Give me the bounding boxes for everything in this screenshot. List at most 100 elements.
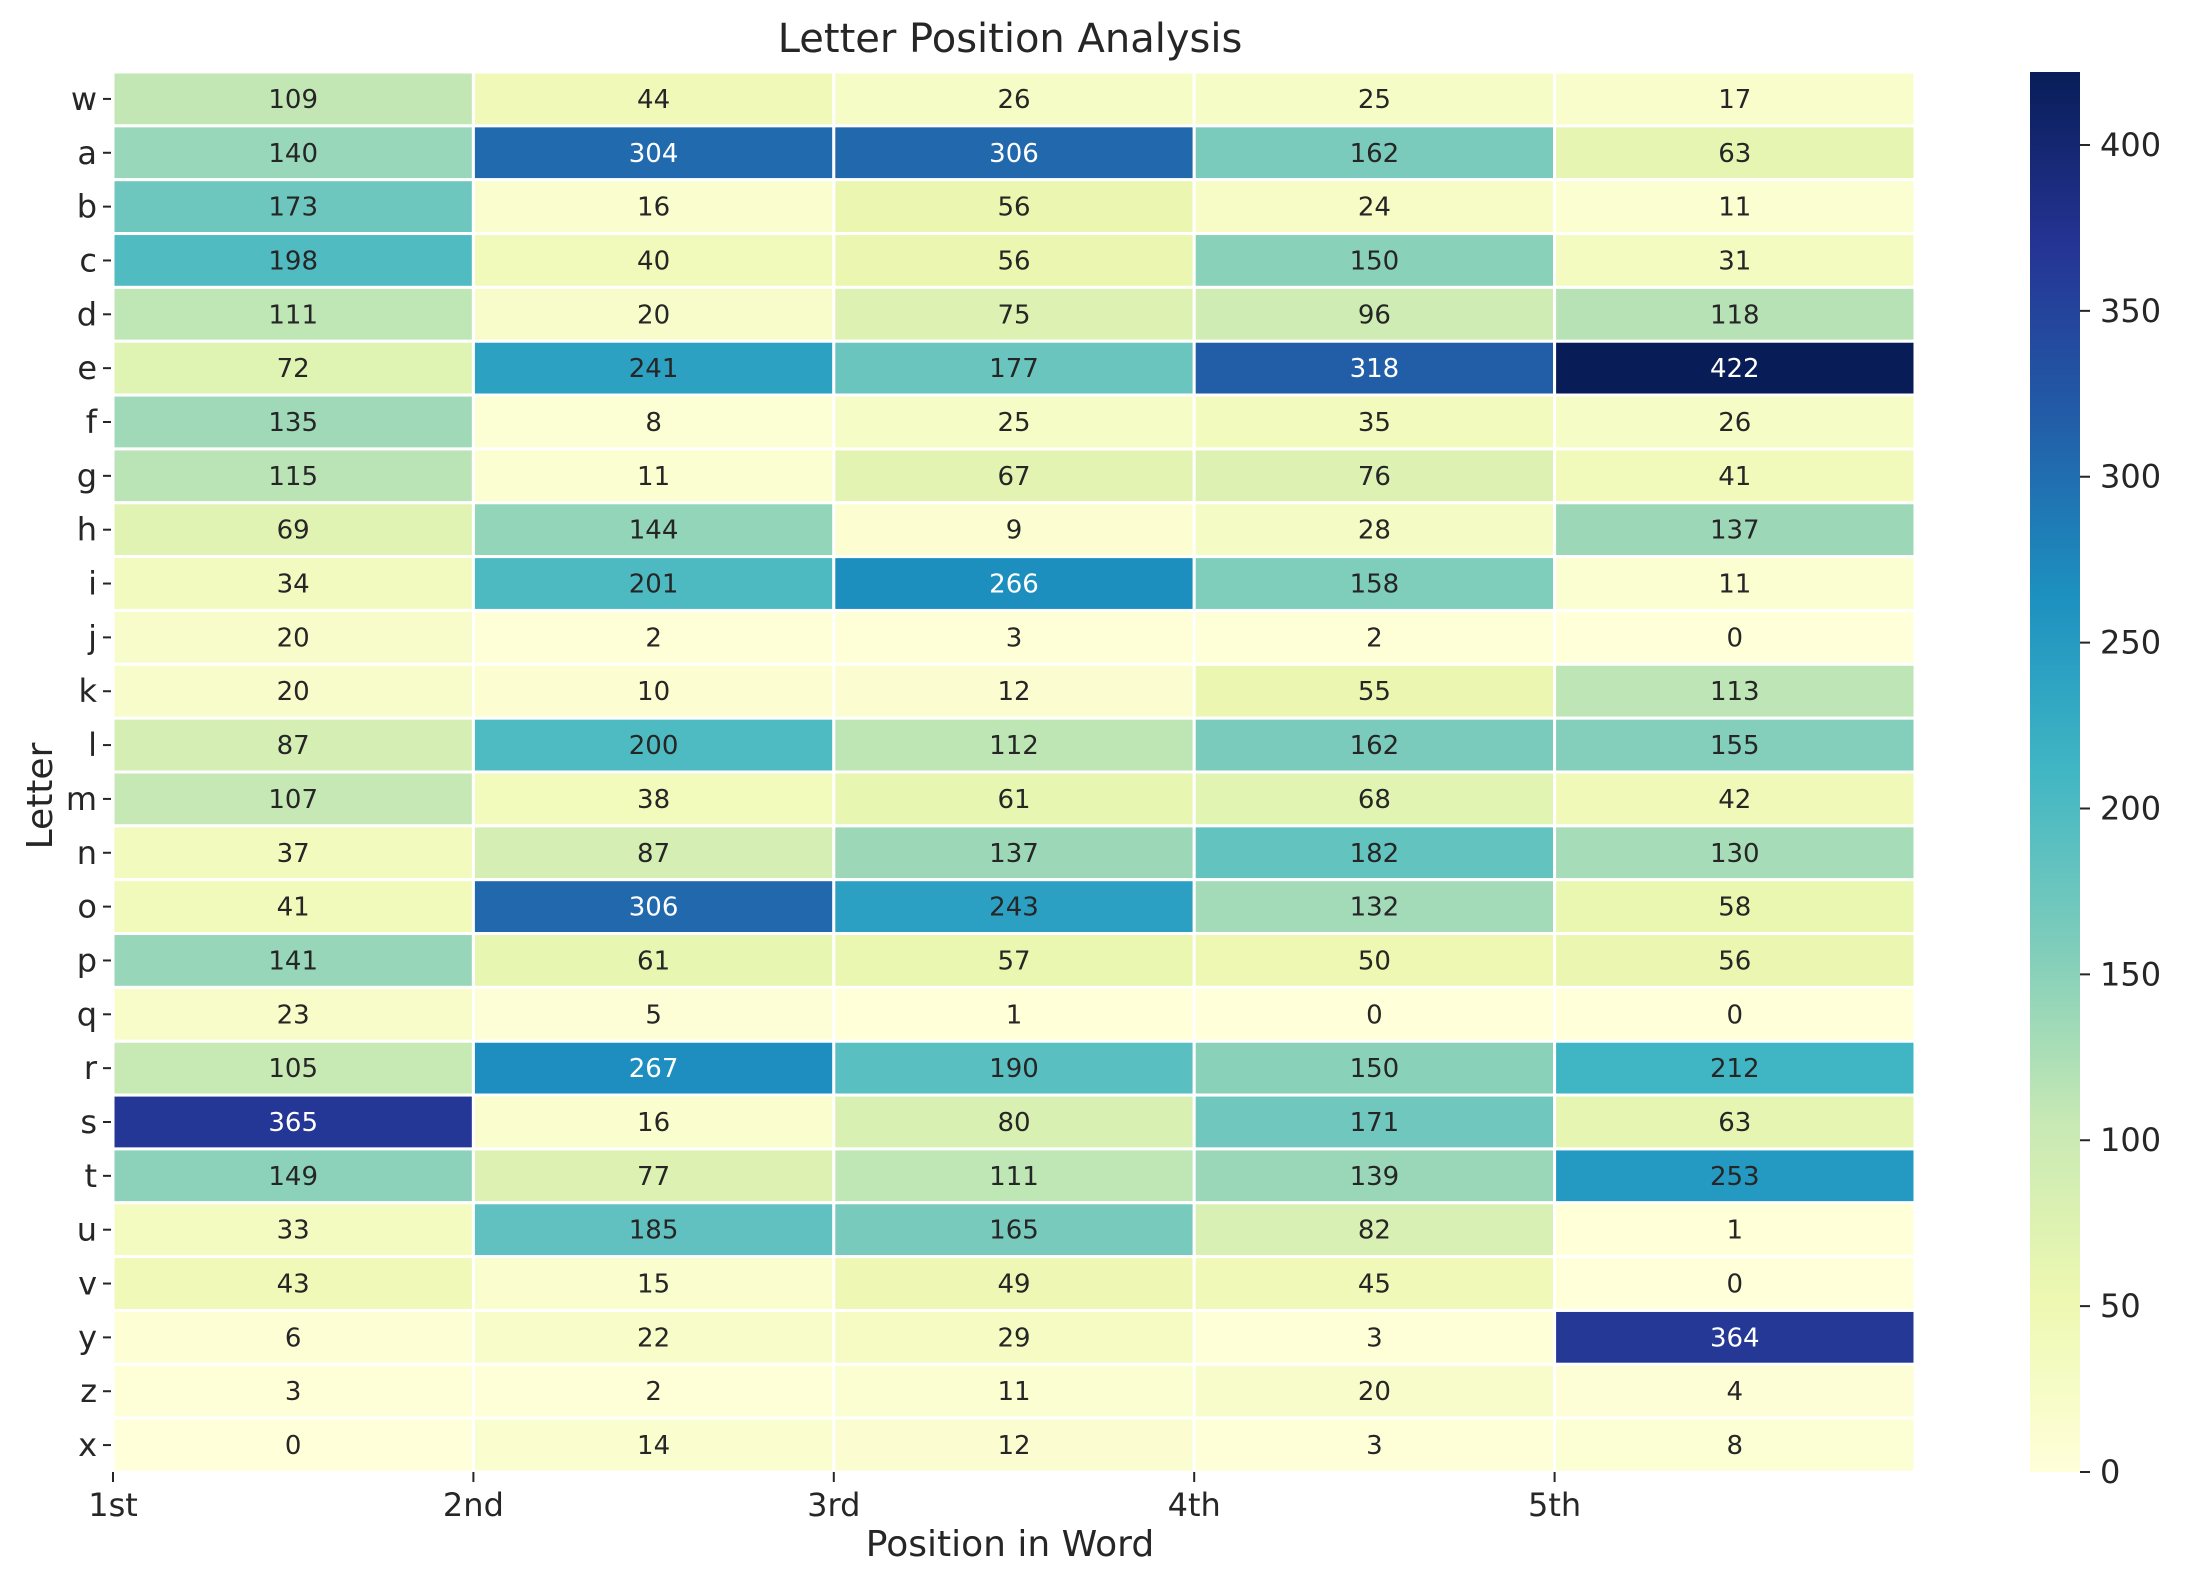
cell-value-label: 87	[637, 839, 670, 869]
cell-value-label: 96	[1358, 300, 1391, 330]
heatmap-cell	[1553, 1362, 1917, 1420]
cell-value-label: 150	[1350, 1054, 1400, 1084]
x-tick-label: 1st	[88, 1486, 138, 1524]
heatmap-cell	[111, 608, 475, 666]
cell-value-label: 6	[285, 1323, 302, 1353]
cell-value-label: 365	[268, 1108, 318, 1138]
cell-value-label: 12	[997, 1431, 1030, 1461]
heatmap-cell	[832, 770, 1196, 828]
cell-value-label: 75	[997, 300, 1030, 330]
y-tick-label: b	[77, 188, 97, 226]
heatmap-cell	[1553, 1308, 1917, 1366]
cell-value-label: 63	[1718, 1108, 1751, 1138]
x-tick-label: 5th	[1528, 1486, 1581, 1524]
cell-value-label: 185	[629, 1216, 679, 1246]
cell-value-label: 3	[285, 1377, 302, 1407]
heatmap-cell	[1553, 985, 1917, 1043]
heatmap-cell	[471, 178, 836, 236]
x-axis-label: Position in Word	[866, 1524, 1154, 1565]
cell-value-label: 150	[1350, 246, 1400, 276]
y-tick-label: g	[77, 457, 97, 495]
y-tick-label: e	[77, 349, 97, 387]
cell-value-label: 41	[277, 893, 310, 923]
heatmap-cell	[471, 1147, 836, 1205]
cell-value-label: 50	[1358, 946, 1391, 976]
heatmap-cell	[832, 824, 1196, 882]
cell-value-label: 364	[1710, 1323, 1760, 1353]
heatmap-cell	[832, 555, 1196, 612]
cell-value-label: 20	[277, 623, 310, 653]
heatmap-cell	[832, 1093, 1196, 1151]
colorbar-tick-label: 400	[2100, 126, 2161, 164]
cell-value-label: 2	[645, 623, 662, 653]
colorbar-tick-label: 100	[2100, 1121, 2161, 1159]
cell-value-label: 20	[277, 677, 310, 707]
cell-value-label: 63	[1718, 139, 1751, 169]
cell-value-label: 61	[997, 785, 1030, 815]
colorbar-tick-label: 300	[2100, 458, 2161, 496]
cell-value-label: 23	[277, 1000, 310, 1030]
cell-value-label: 177	[989, 354, 1039, 384]
cell-value-label: 149	[268, 1162, 318, 1192]
cell-value-label: 29	[997, 1323, 1030, 1353]
heatmap-cell	[111, 1039, 475, 1097]
heatmap-cell	[111, 393, 475, 451]
heatmap-cell	[111, 1416, 475, 1474]
cell-value-label: 34	[277, 570, 310, 600]
heatmap-cell	[471, 770, 836, 828]
cell-value-label: 72	[277, 354, 310, 384]
y-tick-label: y	[78, 1318, 97, 1356]
cell-value-label: 61	[637, 946, 670, 976]
y-tick-label: m	[66, 780, 97, 818]
cell-value-label: 31	[1718, 246, 1751, 276]
cell-value-label: 20	[637, 300, 670, 330]
cell-value-label: 137	[989, 839, 1039, 869]
cell-value-label: 200	[629, 731, 679, 761]
cell-value-label: 57	[997, 946, 1030, 976]
cell-value-label: 43	[277, 1270, 310, 1300]
y-tick-label: l	[88, 726, 97, 764]
heatmap-cell	[1553, 932, 1917, 989]
cell-value-label: 67	[997, 462, 1030, 492]
cell-value-label: 137	[1710, 516, 1760, 546]
cell-value-label: 162	[1350, 139, 1400, 169]
y-tick-label: j	[87, 618, 97, 656]
heatmap-cell	[1553, 1416, 1917, 1474]
y-tick-label: a	[77, 134, 97, 172]
cell-value-label: 56	[997, 193, 1030, 223]
heatmap-cell	[1192, 716, 1557, 774]
heatmap-cell	[832, 1362, 1196, 1420]
heatmap-cell	[471, 824, 836, 882]
cell-value-label: 16	[637, 1108, 670, 1138]
cell-value-label: 0	[1727, 1000, 1744, 1030]
heatmap-cell	[1553, 339, 1917, 397]
heatmap-cell	[471, 1416, 836, 1474]
cell-value-label: 16	[637, 193, 670, 223]
cell-value-label: 5	[645, 1000, 662, 1030]
cell-value-label: 8	[1727, 1431, 1744, 1461]
colorbar-tick-label: 350	[2100, 292, 2161, 330]
heatmap-cell	[111, 1093, 475, 1151]
heatmap-cell	[111, 555, 475, 612]
cell-value-label: 68	[1358, 785, 1391, 815]
cell-value-label: 115	[268, 462, 318, 492]
cell-value-label: 318	[1350, 354, 1400, 384]
heatmap-cell	[471, 1255, 836, 1312]
cell-value-label: 162	[1350, 731, 1400, 761]
y-tick-label: z	[80, 1372, 97, 1410]
cell-value-label: 306	[629, 893, 679, 923]
heatmap-cell	[1192, 339, 1557, 397]
cell-value-label: 141	[268, 946, 318, 976]
y-tick-label: s	[80, 1103, 97, 1141]
colorbar-ticks: 0 50 100 150 200 250 300 350 400	[2080, 126, 2161, 1491]
y-tick-label: p	[77, 941, 97, 979]
cell-value-label: 0	[285, 1431, 302, 1461]
heatmap-cell	[1553, 501, 1917, 559]
heatmap-cell	[1192, 1093, 1557, 1151]
cell-value-label: 135	[268, 408, 318, 438]
cell-value-label: 37	[277, 839, 310, 869]
heatmap-cell	[832, 608, 1196, 666]
heatmap-cell	[471, 285, 836, 343]
cell-value-label: 243	[989, 893, 1039, 923]
